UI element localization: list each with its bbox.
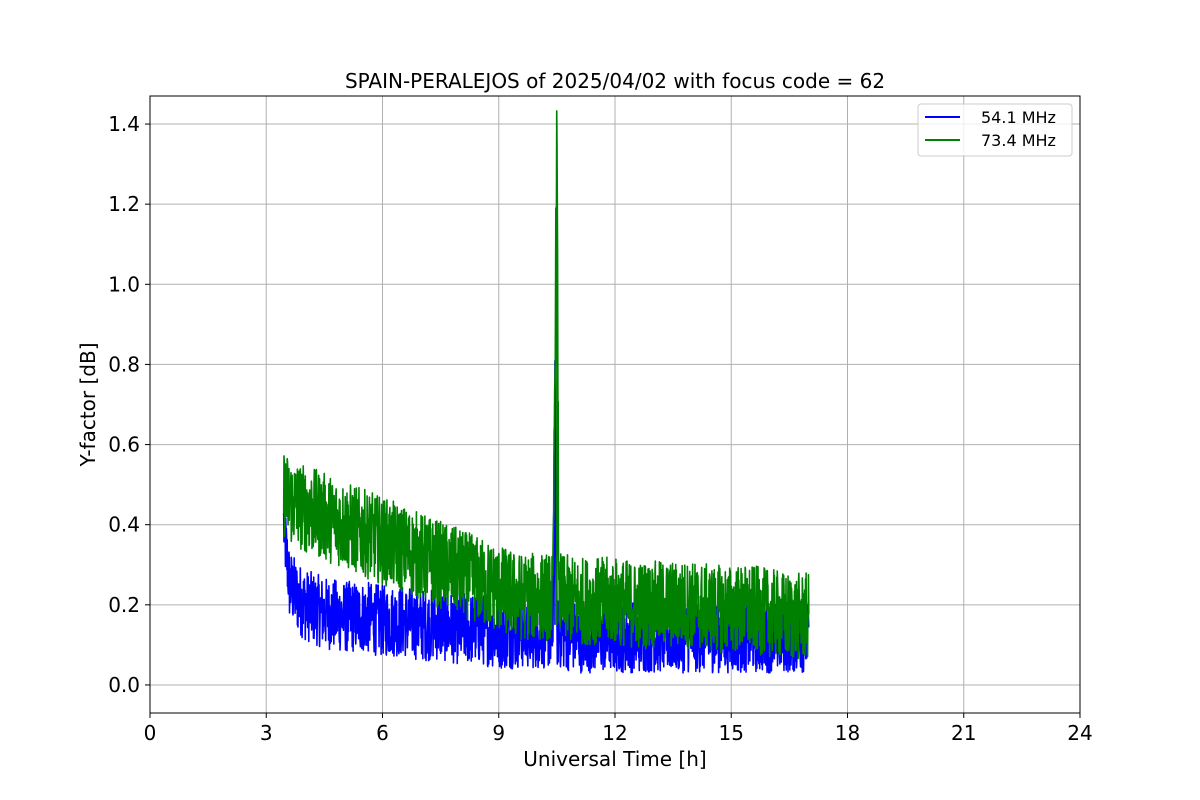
y-tick-label: 1.4	[108, 112, 140, 136]
y-axis-ticks: 0.0 0.2 0.4 0.6 0.8 1.0 1.2 1.4	[108, 112, 150, 697]
y-tick-label: 1.0	[108, 272, 140, 296]
x-tick-label: 21	[951, 721, 976, 745]
y-tick-label: 0.4	[108, 513, 140, 537]
x-tick-label: 9	[492, 721, 505, 745]
x-tick-label: 3	[260, 721, 273, 745]
chart-title: SPAIN-PERALEJOS of 2025/04/02 with focus…	[345, 69, 885, 93]
y-tick-label: 0.8	[108, 352, 140, 376]
legend-label-73-4-mhz: 73.4 MHz	[981, 131, 1056, 150]
legend: 54.1 MHz 73.4 MHz	[917, 103, 1073, 157]
y-tick-label: 0.6	[108, 433, 140, 457]
x-tick-label: 12	[602, 721, 627, 745]
x-tick-label: 15	[719, 721, 744, 745]
x-axis-ticks: 0 3 6 9 12 15 18 21 24	[144, 713, 1093, 745]
series-layer	[282, 110, 810, 674]
series-line-73-4-mhz	[282, 110, 810, 660]
y-tick-label: 0.0	[108, 673, 140, 697]
x-tick-label: 0	[144, 721, 157, 745]
y-tick-label: 0.2	[108, 593, 140, 617]
x-tick-label: 24	[1067, 721, 1092, 745]
x-tick-label: 18	[835, 721, 860, 745]
y-axis-label: Y-factor [dB]	[76, 342, 100, 467]
x-tick-label: 6	[376, 721, 389, 745]
legend-label-54-1-mhz: 54.1 MHz	[981, 108, 1056, 127]
x-axis-label: Universal Time [h]	[523, 747, 706, 771]
y-tick-label: 1.2	[108, 192, 140, 216]
